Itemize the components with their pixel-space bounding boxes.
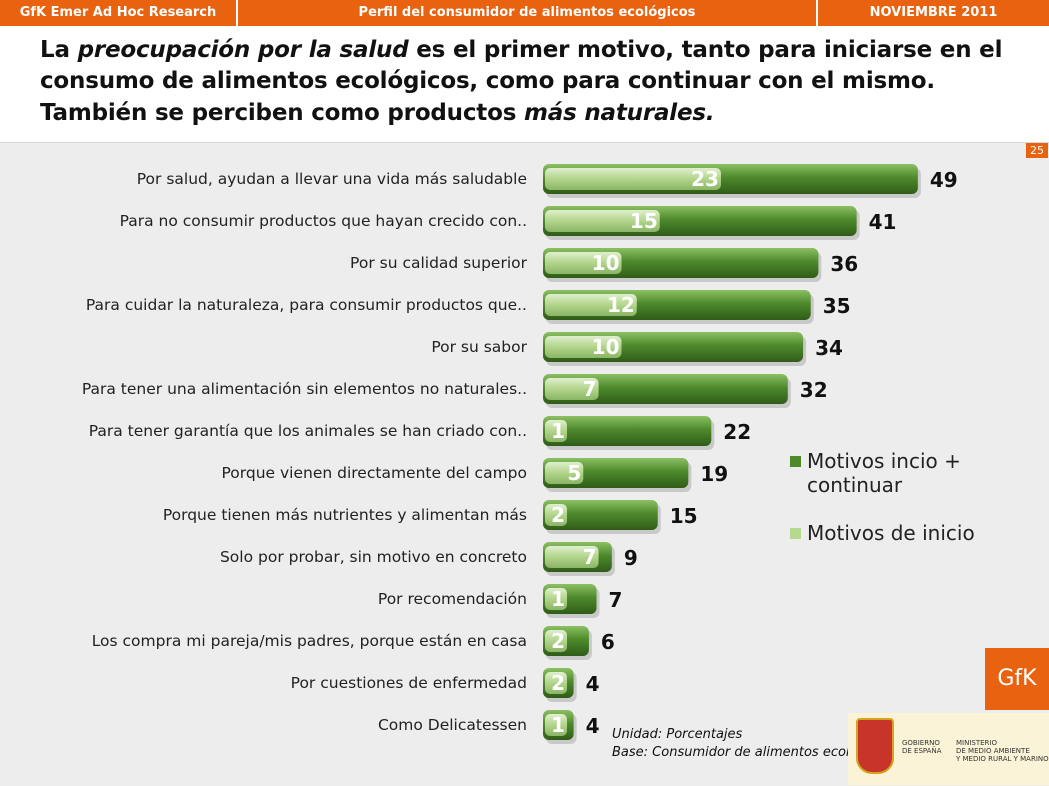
legend-swatch-light xyxy=(790,528,801,539)
legend-swatch-dark xyxy=(790,456,801,467)
headline-line-3: También se perciben como productos más n… xyxy=(40,100,715,126)
headline-line-2: consumo de alimentos ecológicos, como pa… xyxy=(40,68,935,94)
bar-inicio xyxy=(545,714,567,736)
bar-inicio xyxy=(545,168,721,190)
bar-total-label: 19 xyxy=(700,462,728,486)
category-label: Porque tienen más nutrientes y alimentan… xyxy=(163,506,527,524)
bar-inicio xyxy=(545,630,567,652)
category-label: Para tener garantía que los animales se … xyxy=(89,422,527,440)
bar-inicio-label: 2 xyxy=(551,503,565,527)
bar-total-label: 22 xyxy=(723,420,751,444)
unit-note: Unidad: Porcentajes xyxy=(612,727,743,742)
bar-total-label: 9 xyxy=(624,546,638,570)
bar-inicio xyxy=(545,210,660,232)
page-number: 25 xyxy=(1026,143,1048,158)
bar-total xyxy=(543,500,658,530)
coat-of-arms-icon xyxy=(856,718,894,774)
bar-inicio-label: 23 xyxy=(691,167,719,191)
bar-inicio xyxy=(545,504,567,526)
bar-inicio-label: 1 xyxy=(551,713,565,737)
bar-inicio-label: 12 xyxy=(607,293,635,317)
bar-total-label: 49 xyxy=(930,168,958,192)
header-center: Perfil del consumidor de alimentos ecoló… xyxy=(358,5,696,20)
bar-inicio xyxy=(545,588,567,610)
bar-total-label: 6 xyxy=(601,630,615,654)
bar-inicio-label: 2 xyxy=(551,629,565,653)
headline-line-1: La preocupación por la salud es el prime… xyxy=(40,37,1003,63)
bar-inicio-label: 5 xyxy=(567,461,581,485)
header-bar: GfK Emer Ad Hoc Research Perfil del cons… xyxy=(0,0,1049,26)
bar-total xyxy=(543,416,712,446)
category-label: Porque vienen directamente del campo xyxy=(222,464,528,482)
bar-total-label: 34 xyxy=(815,336,843,360)
ministry-logo: GOBIERNO DE ESPAÑA MINISTERIO DE MEDIO AMB… xyxy=(848,713,1049,785)
bar-inicio xyxy=(545,546,599,568)
bar-inicio xyxy=(545,672,567,694)
bar-total-label: 4 xyxy=(586,672,600,696)
category-label: Como Delicatessen xyxy=(378,716,527,734)
bar-inicio xyxy=(545,420,567,442)
bar-inicio-label: 7 xyxy=(583,545,597,569)
bar-inicio xyxy=(545,378,599,400)
bar-total-label: 41 xyxy=(869,210,897,234)
bar-inicio-label: 1 xyxy=(551,587,565,611)
category-label: Para no consumir productos que hayan cre… xyxy=(120,212,527,230)
header-right: NOVIEMBRE 2011 xyxy=(869,5,998,20)
bar-total-label: 15 xyxy=(670,504,698,528)
chart-background xyxy=(0,142,1049,786)
bar-inicio-label: 2 xyxy=(551,671,565,695)
ministry-label: MINISTERIO DE MEDIO AMBIENTE Y MEDIO RURAL… xyxy=(956,739,1049,763)
bar-total-label: 7 xyxy=(609,588,623,612)
bar-total-label: 32 xyxy=(800,378,828,402)
category-label: Por su calidad superior xyxy=(350,254,528,272)
category-label: Para cuidar la naturaleza, para consumir… xyxy=(86,296,527,314)
bar-inicio xyxy=(545,462,584,484)
bar-inicio-label: 7 xyxy=(583,377,597,401)
government-label: GOBIERNO DE ESPAÑA xyxy=(902,739,942,755)
bar-chart: Por salud, ayudan a llevar una vida más … xyxy=(82,164,958,744)
legend-inicio: Motivos de inicio xyxy=(790,521,975,545)
bar-total-label: 35 xyxy=(823,294,851,318)
bar-inicio xyxy=(545,336,622,358)
header-left: GfK Emer Ad Hoc Research xyxy=(19,5,217,20)
category-label: Por recomendación xyxy=(378,590,527,608)
bar-inicio-label: 1 xyxy=(551,419,565,443)
gfk-logo: GfK xyxy=(985,648,1049,710)
bar-inicio xyxy=(545,294,637,316)
category-label: Por su sabor xyxy=(431,338,527,356)
bar-inicio-label: 15 xyxy=(630,209,658,233)
category-label: Los compra mi pareja/mis padres, porque … xyxy=(92,632,527,650)
legend-total: Motivos incio + continuar xyxy=(790,449,961,497)
category-label: Por salud, ayudan a llevar una vida más … xyxy=(137,170,527,188)
bar-inicio-label: 10 xyxy=(592,251,620,275)
bar-total-label: 4 xyxy=(586,714,600,738)
bar-inicio xyxy=(545,252,622,274)
category-label: Para tener una alimentación sin elemento… xyxy=(82,380,527,398)
bar-inicio-label: 10 xyxy=(592,335,620,359)
header-divider xyxy=(816,0,818,26)
bar-total xyxy=(543,374,788,404)
bar-total-label: 36 xyxy=(830,252,858,276)
header-divider xyxy=(236,0,238,26)
category-label: Solo por probar, sin motivo en concreto xyxy=(220,548,527,566)
category-label: Por cuestiones de enfermedad xyxy=(291,674,527,692)
